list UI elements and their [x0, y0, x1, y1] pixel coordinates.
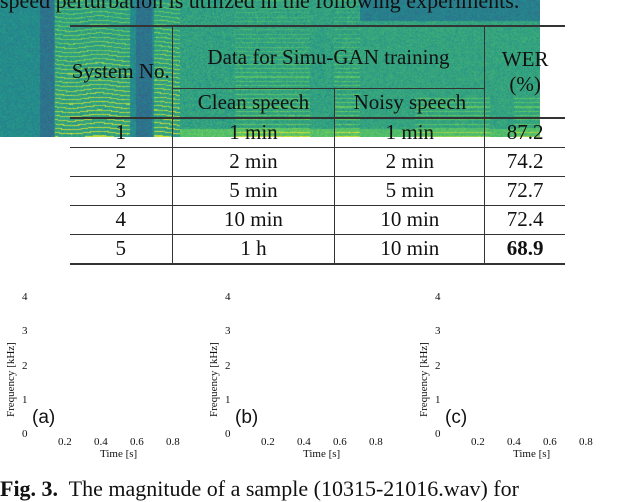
cell-no: 3 — [70, 176, 172, 205]
y-tick-label: 1 — [225, 394, 231, 406]
x-tick-label: 0.2 — [261, 436, 275, 448]
x-tick-label: 0.8 — [579, 436, 593, 448]
header-wer: WER (%) — [485, 26, 565, 118]
results-table: System No. Data for Simu-GAN training WE… — [70, 25, 565, 265]
panel-label: (a) — [32, 407, 55, 429]
y-tick-label: 0 — [225, 428, 231, 440]
x-tick-label: 0.4 — [297, 436, 311, 448]
y-tick-label: 0 — [22, 428, 28, 440]
cell-clean: 2 min — [172, 147, 335, 176]
cell-wer: 74.2 — [485, 147, 565, 176]
cell-clean: 1 min — [172, 118, 335, 148]
y-tick-label: 2 — [435, 360, 441, 372]
cell-noisy: 10 min — [335, 234, 485, 264]
header-system: System No. — [70, 26, 172, 118]
y-tick-label: 1 — [435, 394, 441, 406]
table-row: 11 min 1 min 87.2 — [70, 118, 565, 148]
cell-no: 2 — [70, 147, 172, 176]
y-tick-label: 0 — [435, 428, 441, 440]
y-axis-label: Frequency [kHz] — [5, 342, 17, 417]
y-tick-label: 4 — [435, 291, 441, 303]
x-tick-label: 0.6 — [333, 436, 347, 448]
panel-label: (c) — [445, 407, 467, 429]
figure-caption: Fig. 3. The magnitude of a sample (10315… — [0, 476, 519, 502]
body-text-top: speed perturbation is utilized in the fo… — [0, 0, 519, 14]
header-data: Data for Simu-GAN training — [172, 26, 485, 88]
y-axis-label: Frequency [kHz] — [208, 342, 220, 417]
x-axis-label: Time [s] — [303, 448, 340, 460]
table-row: 51 h 10 min 68.9 — [70, 234, 565, 264]
table-row: 22 min 2 min 74.2 — [70, 147, 565, 176]
x-tick-label: 0.4 — [94, 436, 108, 448]
cell-wer: 72.7 — [485, 176, 565, 205]
caption-text: The magnitude of a sample (10315-21016.w… — [69, 476, 519, 501]
x-tick-label: 0.8 — [369, 436, 383, 448]
cell-wer: 72.4 — [485, 205, 565, 234]
cell-wer: 68.9 — [485, 234, 565, 264]
caption-label: Fig. 3. — [0, 476, 58, 501]
x-axis-label: Time [s] — [513, 448, 550, 460]
cell-no: 5 — [70, 234, 172, 264]
header-noisy: Noisy speech — [335, 88, 485, 118]
table-row: 35 min 5 min 72.7 — [70, 176, 565, 205]
y-axis-label: Frequency [kHz] — [418, 342, 430, 417]
x-tick-label: 0.2 — [471, 436, 485, 448]
header-clean: Clean speech — [172, 88, 335, 118]
y-tick-label: 2 — [22, 360, 28, 372]
x-tick-label: 0.8 — [166, 436, 180, 448]
cell-noisy: 1 min — [335, 118, 485, 148]
y-tick-label: 4 — [22, 291, 28, 303]
y-tick-label: 3 — [22, 325, 28, 337]
y-tick-label: 1 — [22, 394, 28, 406]
x-axis-label: Time [s] — [100, 448, 137, 460]
table-row: 4 10 min 10 min 72.4 — [70, 205, 565, 234]
x-tick-label: 0.6 — [543, 436, 557, 448]
y-tick-label: 3 — [225, 325, 231, 337]
cell-no: 4 — [70, 205, 172, 234]
cell-no: 1 — [70, 118, 172, 148]
x-tick-label: 0.4 — [507, 436, 521, 448]
cell-noisy: 5 min — [335, 176, 485, 205]
panel-label: (b) — [235, 407, 258, 429]
cell-noisy: 10 min — [335, 205, 485, 234]
y-tick-label: 2 — [225, 360, 231, 372]
cell-noisy: 2 min — [335, 147, 485, 176]
cell-wer: 87.2 — [485, 118, 565, 148]
x-tick-label: 0.2 — [58, 436, 72, 448]
cell-clean: 10 min — [172, 205, 335, 234]
y-tick-label: 3 — [435, 325, 441, 337]
cell-clean: 1 h — [172, 234, 335, 264]
y-tick-label: 4 — [225, 291, 231, 303]
x-tick-label: 0.6 — [130, 436, 144, 448]
cell-clean: 5 min — [172, 176, 335, 205]
